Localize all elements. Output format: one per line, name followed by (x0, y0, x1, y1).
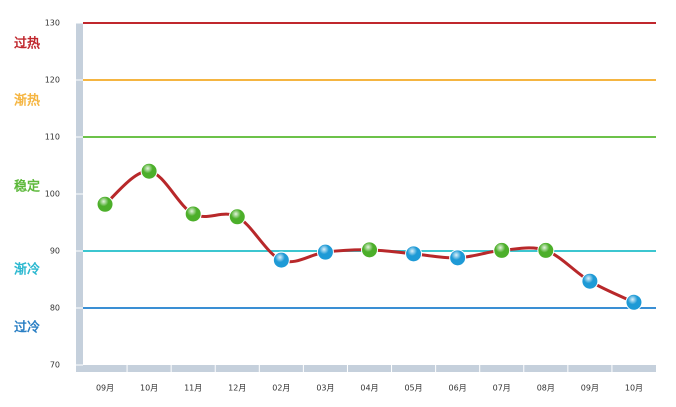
x-tick-label: 05月 (404, 384, 422, 393)
series-line (104, 169, 635, 304)
point-shine (362, 242, 377, 257)
x-tick-label: 11月 (184, 384, 202, 393)
point-shine (406, 246, 421, 261)
point-shine (230, 209, 245, 224)
x-tick-label: 10月 (140, 384, 158, 393)
y-tick-label: 80 (50, 304, 60, 313)
x-tick-label: 08月 (537, 384, 555, 393)
y-axis-bar (76, 23, 83, 372)
y-tick-label: 120 (45, 76, 60, 85)
x-tick-label: 04月 (360, 384, 378, 393)
zone-label: 渐冷 (14, 262, 40, 278)
point-shine (494, 243, 509, 258)
y-tick-label: 90 (50, 247, 60, 256)
zone-label: 渐热 (14, 93, 40, 109)
y-tick-label: 100 (45, 190, 60, 199)
y-tick-label: 70 (50, 361, 60, 370)
point-shine (450, 250, 465, 265)
x-tick-label: 10月 (625, 384, 643, 393)
zone-label: 过热 (14, 36, 40, 52)
point-shine (274, 253, 289, 268)
y-tick-label: 110 (45, 133, 60, 142)
x-tick-label: 02月 (272, 384, 290, 393)
x-tick-label: 12月 (228, 384, 246, 393)
point-shine (538, 243, 553, 258)
point-shine (582, 274, 597, 289)
point-shine (142, 164, 157, 179)
point-shine (98, 197, 113, 212)
x-tick-label: 07月 (493, 384, 511, 393)
point-shine (626, 295, 641, 310)
y-tick-label: 130 (45, 19, 60, 28)
x-tick-label: 06月 (449, 384, 467, 393)
x-tick-label: 09月 (96, 384, 114, 393)
zone-label: 稳定 (14, 179, 40, 195)
point-shine (318, 245, 333, 260)
zone-label: 过冷 (14, 320, 40, 336)
point-shine (186, 206, 201, 221)
x-tick-label: 03月 (316, 384, 334, 393)
x-tick-label: 09月 (581, 384, 599, 393)
x-axis-bar (76, 365, 656, 372)
